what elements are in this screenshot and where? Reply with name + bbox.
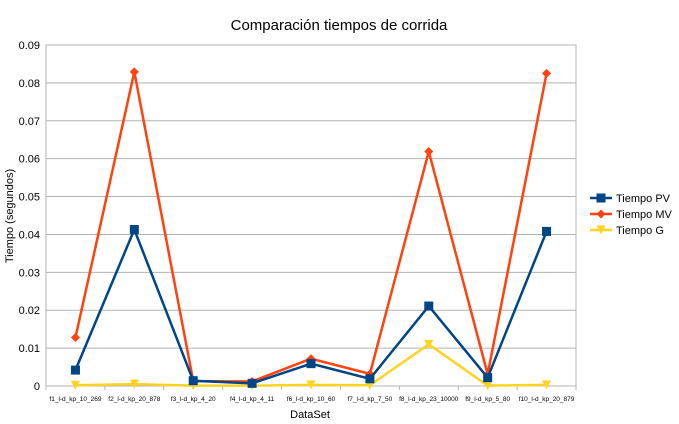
y-tick-label: 0.09 bbox=[19, 40, 40, 52]
data-point bbox=[424, 301, 434, 311]
data-point bbox=[306, 359, 316, 369]
legend-item: Tiempo G bbox=[590, 225, 664, 237]
x-axis-label: DataSet bbox=[290, 409, 330, 421]
x-tick-label: f7_l-d_kp_7_50 bbox=[347, 396, 392, 403]
data-point bbox=[129, 67, 139, 77]
x-tick-label: f4_l-d_kp_4_11 bbox=[230, 396, 275, 403]
legend: Tiempo PV Tiempo MV Tiempo G bbox=[590, 193, 672, 237]
x-tick-labels: f1_l-d_kp_10_269 f2_l-d_kp_20_878 f3_l-d_k… bbox=[49, 396, 574, 403]
series-1 bbox=[70, 67, 552, 386]
y-tick-label: 0.01 bbox=[19, 343, 40, 355]
data-point bbox=[483, 381, 493, 391]
y-tick-label: 0 bbox=[34, 381, 40, 393]
y-tick-label: 0.04 bbox=[19, 229, 40, 241]
y-tick-label: 0.02 bbox=[19, 305, 40, 317]
data-point bbox=[306, 380, 316, 390]
x-tick-label: f8_l-d_kp_23_10000 bbox=[399, 396, 459, 403]
y-tick-labels: 0 0.01 0.02 0.03 0.04 0.05 0.06 0.07 0.08 0.09 bbox=[19, 40, 40, 393]
data-point bbox=[424, 146, 434, 156]
data-point bbox=[129, 379, 139, 389]
y-tick-label: 0.03 bbox=[19, 267, 40, 279]
series-0 bbox=[70, 225, 552, 388]
legend-label: Tiempo MV bbox=[616, 209, 672, 221]
series-line bbox=[74, 70, 548, 383]
chart-title: Comparación tiempos de corrida bbox=[231, 17, 448, 34]
y-tick-label: 0.05 bbox=[19, 192, 40, 204]
x-tick-label: f1_l-d_kp_10_269 bbox=[49, 396, 101, 403]
legend-item: Tiempo PV bbox=[590, 193, 671, 205]
data-point bbox=[542, 380, 552, 390]
data-point bbox=[70, 365, 80, 375]
x-tick-label: f3_l-d_kp_4_20 bbox=[171, 396, 216, 403]
legend-label: Tiempo PV bbox=[616, 193, 671, 205]
x-tick-label: f10_l-d_kp_20_879 bbox=[519, 396, 575, 403]
x-tick-label: f2_l-d_kp_20_878 bbox=[108, 396, 160, 403]
y-axis-label: Tiempo (segundos) bbox=[4, 169, 16, 263]
data-point bbox=[129, 225, 139, 235]
x-tick-label: f6_l-d_kp_10_60 bbox=[287, 396, 336, 403]
series-layer bbox=[70, 67, 552, 391]
data-point bbox=[70, 380, 80, 390]
data-point bbox=[483, 373, 493, 383]
y-tick-label: 0.06 bbox=[19, 154, 40, 166]
data-point bbox=[365, 374, 375, 384]
legend-marker bbox=[596, 209, 606, 219]
grid bbox=[45, 44, 577, 390]
legend-item: Tiempo MV bbox=[590, 209, 672, 221]
y-tick-label: 0.08 bbox=[19, 78, 40, 90]
legend-marker bbox=[596, 225, 606, 235]
legend-marker bbox=[596, 193, 606, 203]
legend-label: Tiempo G bbox=[616, 225, 664, 237]
data-point bbox=[188, 376, 198, 386]
data-point bbox=[542, 68, 552, 78]
y-tick-label: 0.07 bbox=[19, 116, 40, 128]
data-point bbox=[247, 378, 257, 388]
data-point bbox=[542, 226, 552, 236]
data-point bbox=[70, 333, 80, 343]
x-tick-label: f9_l-d_kp_5_80 bbox=[465, 396, 510, 403]
data-point bbox=[424, 339, 434, 349]
